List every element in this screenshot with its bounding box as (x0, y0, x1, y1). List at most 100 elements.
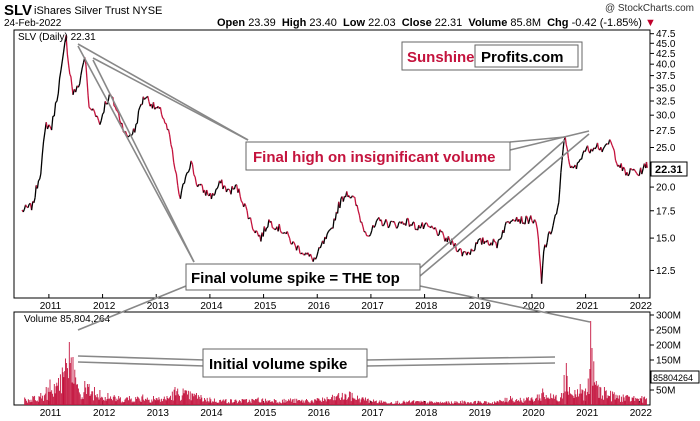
price-segment (198, 183, 201, 186)
price-segment (181, 183, 184, 191)
price-segment (135, 122, 138, 125)
price-segment (270, 221, 274, 228)
price-segment (206, 189, 209, 196)
price-segment (86, 79, 89, 96)
last-price-tag: 22.31 (655, 164, 683, 176)
price-segment (551, 225, 554, 232)
price-x-tick-label: 2018 (415, 301, 438, 312)
price-segment (245, 206, 248, 211)
price-segment (68, 65, 71, 75)
price-segment (373, 225, 376, 228)
price-segment (605, 143, 608, 146)
price-segment (575, 162, 579, 170)
price-segment (25, 204, 28, 208)
price-segment (555, 207, 559, 215)
price-segment (231, 185, 234, 190)
price-segment (388, 221, 392, 227)
volume-x-tick-label: 2015 (254, 408, 277, 419)
price-segment (27, 203, 30, 208)
price-segment (53, 102, 57, 117)
price-segment (352, 195, 355, 198)
price-segment (100, 113, 104, 121)
price-segment (162, 117, 165, 120)
price-segment (39, 173, 42, 180)
price-segment (439, 229, 442, 233)
price-segment (173, 162, 176, 170)
close-value: 22.31 (434, 17, 463, 29)
price-tick-label: 47.5 (656, 29, 676, 40)
price-segment (327, 229, 331, 232)
price-segment (264, 227, 268, 232)
price-segment (185, 172, 188, 177)
chg-value: -0.42 (-1.85%) (571, 17, 642, 29)
price-segment (334, 211, 338, 221)
volume-legend: Volume 85,804,264 (24, 314, 111, 325)
price-segment (168, 134, 172, 145)
volume-tick-label: 150M (656, 356, 681, 367)
price-x-tick-label: 2021 (576, 301, 599, 312)
price-segment (34, 185, 37, 198)
line-high-2011-b (92, 57, 249, 141)
price-segment (319, 244, 323, 249)
price-segment (594, 146, 597, 150)
price-x-tick-label: 2019 (469, 301, 492, 312)
price-segment (179, 190, 183, 199)
price-segment (535, 221, 538, 230)
price-segment (118, 113, 121, 121)
price-segment (87, 95, 90, 108)
exchange-label: NYSE (132, 5, 163, 17)
price-segment (292, 241, 295, 244)
price-x-tick-label: 2012 (93, 301, 116, 312)
price-tick-label: 17.5 (656, 206, 676, 217)
annotation-lines (77, 43, 591, 367)
volume-x-tick-label: 2022 (630, 408, 653, 419)
volume-axis: 50M100M150M200M250M300M (650, 311, 681, 397)
price-segment (398, 221, 401, 224)
price-segment (540, 265, 544, 284)
price-segment (103, 101, 106, 113)
price-segment (134, 124, 137, 133)
price-segment (225, 189, 229, 193)
price-segment (565, 144, 568, 150)
price-segment (215, 188, 218, 190)
price-segment (228, 188, 231, 191)
price-segment (170, 144, 173, 150)
copyright-link[interactable]: @ StockCharts.com (604, 3, 694, 14)
price-segment (81, 62, 85, 69)
price-segment (99, 120, 102, 125)
open-value: 23.39 (248, 17, 276, 29)
price-segment (387, 225, 390, 229)
price-segment (297, 245, 300, 247)
price-segment (143, 97, 147, 100)
price-segment (566, 149, 570, 159)
price-segment (467, 251, 470, 254)
price-segment (301, 252, 304, 255)
high-value: 23.40 (309, 17, 337, 29)
price-segment (499, 236, 503, 240)
price-segment (385, 219, 388, 223)
price-segment (411, 222, 414, 226)
volume-x-tick-label: 2020 (522, 408, 545, 419)
price-segment (362, 226, 365, 232)
price-segment (393, 221, 397, 226)
price-segment (79, 75, 82, 84)
volume-x-tick-label: 2014 (200, 408, 223, 419)
price-segment (612, 147, 615, 151)
price-segment (375, 218, 379, 222)
price-segment (631, 168, 634, 171)
line-initial-2011-a (77, 355, 206, 361)
line-initial-2020-b (365, 362, 556, 367)
price-segment (527, 219, 531, 224)
brand-part1: Sunshine (407, 49, 475, 66)
price-segment (622, 166, 626, 170)
final-spike-annotation: Final volume spike = THE top (191, 270, 400, 287)
price-segment (357, 210, 361, 216)
price-segment (189, 160, 192, 169)
line-top-2011-a (77, 45, 195, 263)
price-segment (246, 210, 249, 219)
price-segment (326, 231, 329, 235)
price-segment (520, 216, 524, 224)
price-segment (602, 146, 605, 150)
price-segment (369, 230, 373, 235)
price-segment (601, 148, 604, 153)
